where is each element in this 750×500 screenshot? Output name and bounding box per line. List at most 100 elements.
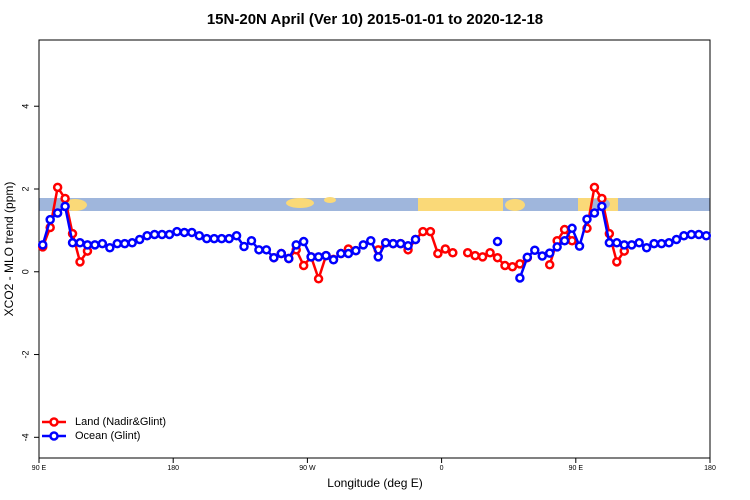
data-point: [649, 238, 659, 249]
x-tick-label: 90 E: [32, 465, 47, 472]
data-point: [276, 248, 287, 259]
y-axis-label: XCO2 - MLO trend (ppm): [2, 182, 16, 317]
data-point: [134, 234, 145, 245]
data-point: [656, 238, 667, 249]
data-point: [194, 231, 205, 241]
x-tick-label: 180: [167, 465, 179, 472]
data-point: [112, 238, 123, 249]
data-point: [567, 223, 577, 234]
land-patch: [286, 198, 314, 208]
x-axis-label: Longitude (deg E): [327, 476, 422, 490]
legend-marker: [49, 417, 59, 427]
data-point: [179, 227, 190, 238]
data-point: [343, 248, 354, 259]
data-point: [239, 241, 249, 252]
data-point: [67, 238, 78, 248]
data-point: [612, 257, 622, 267]
data-point: [328, 255, 339, 265]
data-point: [254, 245, 264, 255]
data-point: [157, 229, 167, 240]
data-point: [246, 235, 257, 246]
data-point: [60, 193, 70, 204]
data-point: [216, 233, 227, 244]
data-point: [209, 233, 219, 244]
data-point: [358, 240, 369, 250]
data-point: [604, 238, 615, 248]
data-point: [626, 240, 637, 250]
land-patch: [418, 198, 503, 211]
data-point: [321, 250, 331, 261]
legend: Land (Nadir&Glint) Ocean (Glint): [42, 416, 166, 442]
y-tick-label: 2: [20, 186, 30, 191]
land-patch: [324, 197, 336, 203]
data-point: [597, 193, 607, 204]
data-point: [187, 227, 197, 238]
data-point: [284, 253, 294, 264]
data-point: [701, 231, 712, 241]
data-point: [202, 233, 212, 244]
y-tick-label: 4: [20, 104, 30, 109]
data-point: [291, 240, 301, 250]
data-point: [313, 274, 324, 284]
data-point: [530, 245, 540, 255]
data-point: [589, 182, 600, 193]
data-point: [507, 262, 518, 272]
data-point: [522, 252, 533, 263]
data-point: [269, 252, 279, 263]
data-point: [537, 251, 547, 261]
data-point: [470, 250, 480, 261]
data-point: [261, 245, 272, 255]
data-point: [60, 201, 70, 212]
data-point: [634, 238, 644, 248]
data-point: [388, 238, 398, 249]
land-patch: [505, 199, 525, 211]
data-point: [425, 226, 436, 237]
legend-label: Ocean (Glint): [75, 430, 140, 442]
x-tick-label: 90 W: [299, 465, 316, 472]
data-point: [552, 242, 562, 252]
data-point: [298, 236, 309, 247]
data-point: [567, 235, 577, 246]
data-point: [142, 231, 152, 241]
chart-title: 15N-20N April (Ver 10) 2015-01-01 to 202…: [207, 11, 543, 28]
x-tick-label: 90 E: [569, 465, 584, 472]
data-point: [462, 247, 473, 258]
data-point: [127, 238, 137, 248]
data-point: [582, 214, 592, 224]
data-point: [686, 229, 697, 240]
data-point: [574, 241, 585, 251]
legend-label: Land (Nadir&Glint): [75, 416, 166, 428]
data-point: [52, 208, 63, 218]
data-point: [380, 238, 391, 248]
data-point: [224, 233, 234, 244]
data-point: [544, 248, 555, 258]
data-point: [97, 238, 108, 249]
data-point: [500, 260, 510, 271]
data-point: [679, 231, 689, 241]
data-point: [82, 240, 93, 250]
data-point: [351, 245, 361, 256]
data-point: [515, 273, 525, 283]
data-point: [336, 248, 346, 259]
data-point: [448, 247, 458, 258]
y-tick-label: 0: [20, 269, 30, 274]
data-point: [671, 234, 682, 245]
data-point: [313, 252, 324, 262]
data-point: [664, 238, 674, 248]
data-point: [559, 224, 570, 235]
data-point: [418, 226, 428, 237]
data-point: [164, 229, 175, 240]
data-point: [403, 240, 413, 251]
x-tick-label: 180: [704, 465, 716, 472]
data-point: [641, 243, 652, 253]
data-point: [492, 236, 503, 247]
ocean-strip: [39, 198, 710, 211]
data-point: [410, 234, 421, 245]
map-strip: [39, 197, 710, 211]
data-point: [52, 182, 63, 193]
data-point: [366, 235, 376, 246]
data-point: [597, 201, 607, 212]
data-point: [477, 252, 488, 262]
